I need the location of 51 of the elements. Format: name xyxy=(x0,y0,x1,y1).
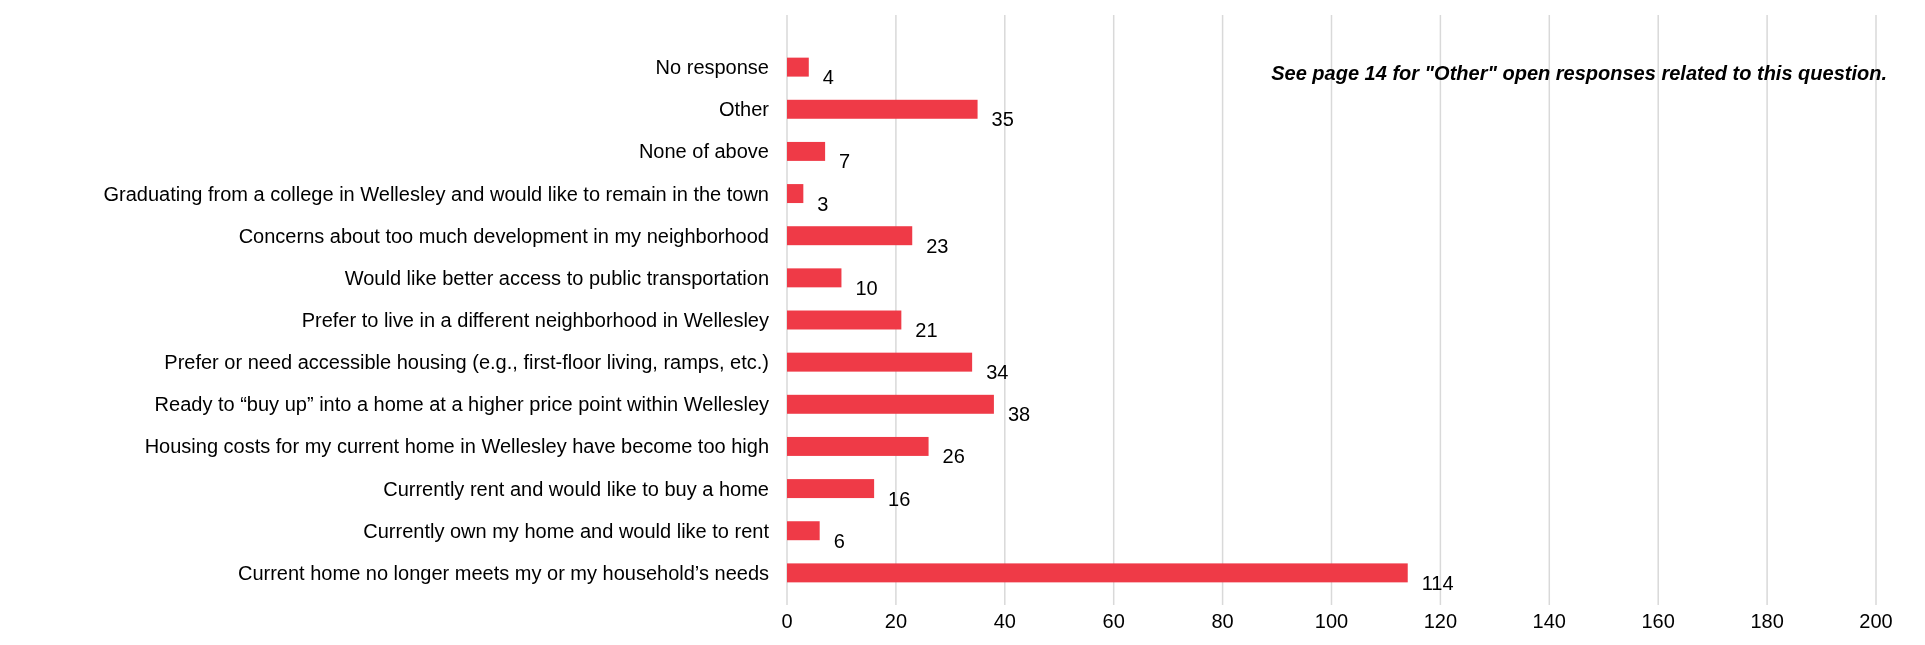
data-label: 16 xyxy=(888,487,911,510)
bar xyxy=(787,521,820,541)
y-tick-label: Prefer or need accessible housing (e.g., first-floor living, ramps, etc.) xyxy=(164,351,769,374)
bar xyxy=(787,352,973,372)
y-tick-label: No response xyxy=(655,56,769,79)
data-label: 38 xyxy=(1007,403,1031,426)
bar xyxy=(787,563,1408,583)
data-label: 114 xyxy=(1421,571,1454,594)
y-tick-label: Concerns about too much development in my neighborhood xyxy=(238,224,769,247)
x-tick-label: 60 xyxy=(1102,610,1125,632)
x-tick-label: 140 xyxy=(1532,610,1566,632)
bar xyxy=(787,57,809,77)
y-tick-label: Current home no longer meets my or my household’s needs xyxy=(237,561,769,584)
data-label: 34 xyxy=(986,361,1009,384)
bar xyxy=(787,99,978,119)
x-tick-label: 180 xyxy=(1750,610,1784,632)
x-tick-label: 120 xyxy=(1423,610,1458,632)
y-tick-label: None of above xyxy=(638,140,769,163)
y-tick-label: Would like better access to public transportation xyxy=(344,266,769,289)
bar xyxy=(787,436,929,456)
data-label: 23 xyxy=(926,234,949,257)
bar xyxy=(787,268,842,288)
data-label: 10 xyxy=(855,276,878,299)
y-tick-label: Graduating from a college in Wellesley and would like to remain in the town xyxy=(103,182,769,205)
x-tick-label: 200 xyxy=(1859,610,1893,632)
bar xyxy=(787,184,804,204)
data-label: 4 xyxy=(822,66,834,89)
bar xyxy=(787,394,994,414)
data-label: 6 xyxy=(833,529,845,552)
bar xyxy=(787,479,875,499)
bar xyxy=(787,141,826,161)
x-tick-label: 40 xyxy=(993,610,1016,632)
data-label: 26 xyxy=(942,445,965,468)
data-label: 3 xyxy=(817,192,829,215)
x-tick-label: 100 xyxy=(1314,610,1349,632)
y-tick-label: Currently own my home and would like to rent xyxy=(363,519,770,542)
data-label: 35 xyxy=(991,108,1014,131)
y-tick-label: Ready to “buy up” into a home at a higher price point within Wellesley xyxy=(154,393,769,416)
y-tick-label: Housing costs for my current home in Wellesley have become too high xyxy=(144,435,769,458)
x-tick-label: 0 xyxy=(781,610,793,632)
x-tick-label: 80 xyxy=(1211,610,1234,632)
y-tick-label: Prefer to live in a different neighborhood in Wellesley xyxy=(301,309,769,331)
annotation: See page 14 for "Other" open responses related to this question. xyxy=(1271,62,1887,84)
x-tick-label: 160 xyxy=(1641,610,1675,632)
y-tick-label: Other xyxy=(718,98,770,121)
data-label: 7 xyxy=(839,150,851,173)
bar xyxy=(787,226,913,246)
data-label: 21 xyxy=(915,319,938,341)
y-tick-label: Currently rent and would like to buy a home xyxy=(383,477,769,500)
bar xyxy=(787,310,902,330)
x-tick-label: 20 xyxy=(884,610,908,632)
